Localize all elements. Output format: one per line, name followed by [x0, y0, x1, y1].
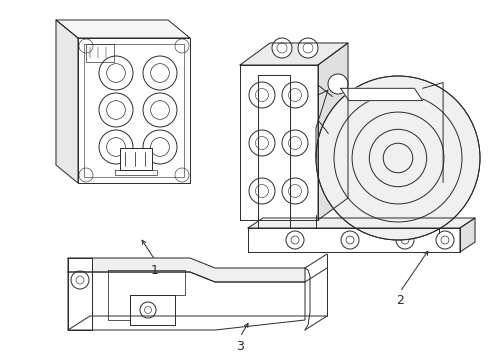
Polygon shape [258, 75, 289, 228]
Circle shape [282, 178, 307, 204]
Circle shape [71, 271, 89, 289]
Text: 1: 1 [151, 264, 159, 276]
Circle shape [142, 130, 177, 164]
Polygon shape [115, 170, 157, 175]
Polygon shape [317, 43, 347, 220]
Circle shape [285, 231, 304, 249]
Circle shape [282, 130, 307, 156]
Circle shape [99, 93, 133, 127]
Circle shape [282, 82, 307, 108]
Circle shape [327, 164, 347, 184]
Polygon shape [240, 65, 317, 220]
Polygon shape [68, 258, 92, 330]
Text: 3: 3 [236, 339, 244, 352]
Circle shape [395, 231, 413, 249]
Bar [120, 148, 152, 170]
Circle shape [327, 74, 347, 94]
Polygon shape [130, 295, 175, 325]
Polygon shape [247, 228, 459, 252]
Text: 2: 2 [395, 294, 403, 307]
Polygon shape [108, 270, 184, 320]
Circle shape [142, 56, 177, 90]
Polygon shape [240, 43, 347, 65]
Circle shape [248, 82, 274, 108]
Polygon shape [68, 258, 305, 282]
Polygon shape [56, 20, 78, 183]
Circle shape [271, 38, 291, 58]
Polygon shape [78, 38, 190, 183]
Circle shape [327, 119, 347, 139]
Polygon shape [68, 272, 305, 330]
Polygon shape [340, 88, 422, 100]
Circle shape [248, 178, 274, 204]
Circle shape [315, 76, 479, 240]
Circle shape [340, 231, 358, 249]
Circle shape [248, 130, 274, 156]
Circle shape [140, 302, 156, 318]
Polygon shape [56, 20, 190, 38]
Polygon shape [459, 218, 474, 252]
Circle shape [297, 38, 317, 58]
Circle shape [99, 130, 133, 164]
Bar [86, 44, 114, 62]
Polygon shape [247, 218, 474, 228]
Circle shape [142, 93, 177, 127]
Circle shape [435, 231, 453, 249]
Circle shape [99, 56, 133, 90]
